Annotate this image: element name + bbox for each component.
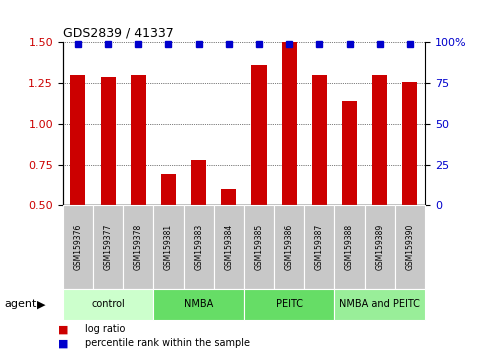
Bar bbox=[402, 81, 417, 205]
Text: GDS2839 / 41337: GDS2839 / 41337 bbox=[63, 27, 173, 40]
Text: GSM159384: GSM159384 bbox=[224, 224, 233, 270]
Text: GSM159383: GSM159383 bbox=[194, 224, 203, 270]
Text: GSM159378: GSM159378 bbox=[134, 224, 143, 270]
Text: agent: agent bbox=[5, 299, 37, 309]
Bar bbox=[312, 75, 327, 205]
Bar bbox=[372, 75, 387, 205]
Text: GSM159381: GSM159381 bbox=[164, 224, 173, 270]
Text: NMBA: NMBA bbox=[184, 299, 213, 309]
Bar bbox=[221, 189, 236, 205]
Text: control: control bbox=[91, 299, 125, 309]
Text: log ratio: log ratio bbox=[85, 324, 125, 334]
Bar bbox=[191, 160, 206, 205]
Text: NMBA and PEITC: NMBA and PEITC bbox=[340, 299, 420, 309]
Text: ■: ■ bbox=[58, 338, 69, 348]
Text: GSM159390: GSM159390 bbox=[405, 224, 414, 270]
Text: ▶: ▶ bbox=[37, 299, 45, 309]
Text: GSM159388: GSM159388 bbox=[345, 224, 354, 270]
Text: percentile rank within the sample: percentile rank within the sample bbox=[85, 338, 250, 348]
Bar bbox=[131, 75, 146, 205]
Bar bbox=[342, 101, 357, 205]
Bar bbox=[100, 77, 115, 205]
Text: GSM159376: GSM159376 bbox=[73, 224, 83, 270]
Text: GSM159386: GSM159386 bbox=[284, 224, 294, 270]
Text: GSM159389: GSM159389 bbox=[375, 224, 384, 270]
Text: GSM159387: GSM159387 bbox=[315, 224, 324, 270]
Bar bbox=[71, 75, 85, 205]
Bar bbox=[282, 42, 297, 205]
Text: PEITC: PEITC bbox=[276, 299, 303, 309]
Text: GSM159377: GSM159377 bbox=[103, 224, 113, 270]
Text: ■: ■ bbox=[58, 324, 69, 334]
Bar bbox=[161, 175, 176, 205]
Text: GSM159385: GSM159385 bbox=[255, 224, 264, 270]
Bar bbox=[252, 65, 267, 205]
